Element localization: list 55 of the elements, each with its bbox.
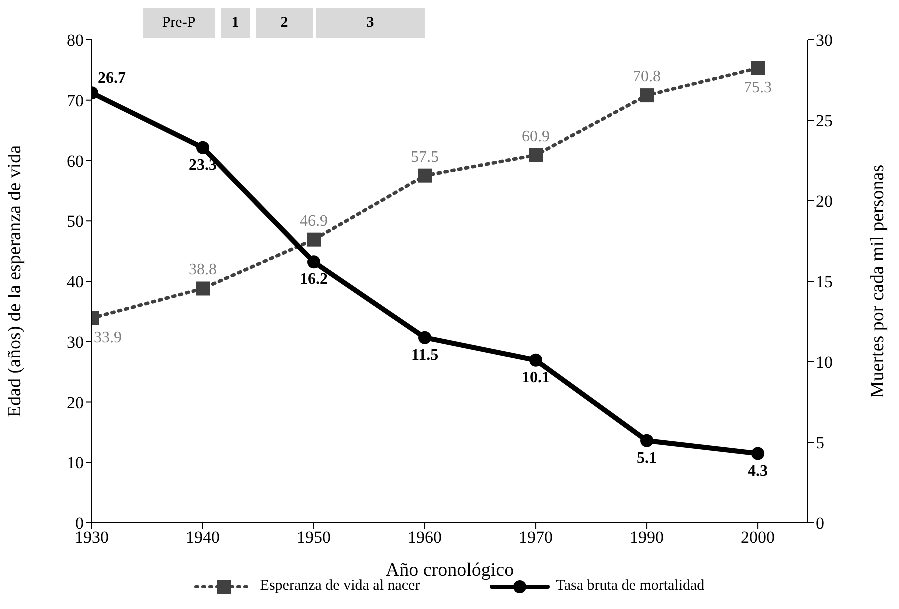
point (752, 447, 765, 460)
x-tick-label: 1960 (408, 528, 442, 548)
x-axis-title: Año cronológico (386, 560, 514, 581)
data-label: 75.3 (744, 79, 772, 96)
y2-tick-label: 5 (816, 434, 824, 453)
y2-tick-label: 20 (816, 192, 833, 212)
point (530, 354, 543, 367)
y-tick-label: 60 (67, 152, 84, 171)
point (307, 232, 322, 247)
data-label: 10.1 (522, 369, 550, 386)
point (529, 148, 544, 162)
legend-label: Tasa bruta de mortalidad (556, 578, 705, 594)
text: 1 (221, 8, 250, 38)
point (418, 331, 432, 344)
text: 2 (256, 8, 313, 38)
x-tick-label: 2000 (741, 528, 776, 548)
legend-label: Esperanza de vida al nacer (259, 578, 420, 595)
y-tick-label: 70 (67, 91, 84, 110)
text: Pre-P (143, 8, 215, 38)
y-tick-label: 20 (67, 393, 84, 412)
x-tick-label: 1990 (630, 528, 664, 548)
data-label: 5.1 (637, 450, 658, 467)
data-label: 11.5 (411, 346, 439, 364)
point (308, 256, 321, 269)
x-tick-label: 1950 (297, 528, 332, 548)
data-label: 26.7 (98, 70, 126, 88)
point (640, 434, 654, 448)
y2-tick-label: 30 (816, 31, 833, 50)
point (196, 282, 210, 296)
x-tick-label: 1940 (186, 528, 220, 548)
data-label: 16.2 (300, 271, 328, 288)
point (751, 61, 766, 76)
y-tick-label: 30 (67, 332, 84, 352)
y-tick-label: 80 (67, 31, 84, 50)
data-label: 38.8 (189, 262, 218, 279)
point (640, 88, 654, 103)
x-tick-label: 1970 (519, 528, 554, 548)
data-label: 33.9 (94, 329, 122, 346)
y2-tick-label: 15 (816, 272, 833, 292)
data-label: 60.9 (522, 128, 550, 146)
data-label: 4.3 (748, 462, 768, 480)
y2-tick-label: 0 (816, 514, 824, 534)
y-tick-label: 10 (67, 454, 84, 473)
y2-tick-label: 10 (816, 353, 833, 372)
text: 3 (316, 8, 425, 38)
point (196, 141, 210, 154)
y-tick-label: 50 (67, 212, 84, 232)
data-label: 57.5 (411, 148, 440, 166)
data-label: 46.9 (300, 212, 328, 230)
y2-tick-label: 25 (816, 112, 833, 131)
data-label: 70.8 (633, 68, 662, 86)
x-tick-label: 1930 (75, 528, 109, 548)
y-tick-label: 40 (67, 272, 84, 292)
point (418, 168, 432, 183)
y2-axis-title: Muertes por cada mil personas (868, 164, 889, 398)
